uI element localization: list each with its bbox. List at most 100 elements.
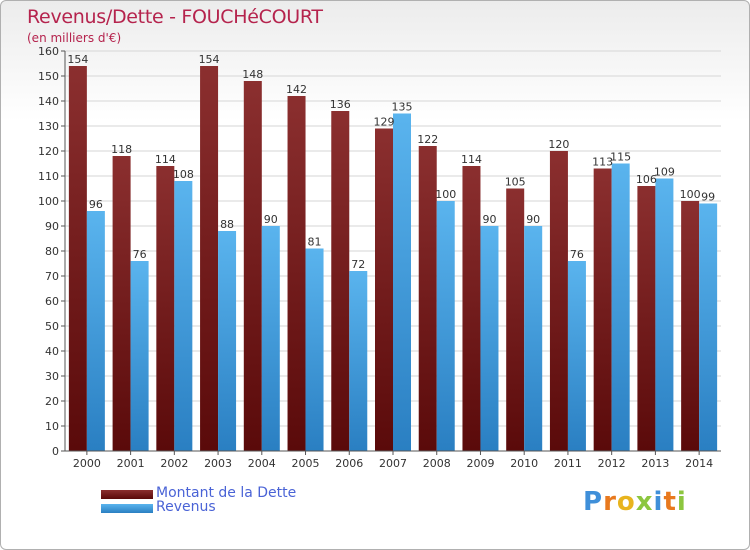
revenue-bar-2012: [611, 163, 630, 451]
debt-label-2005: 142: [286, 83, 307, 96]
debt-bar-2010: [506, 188, 525, 451]
debt-label-2010: 105: [505, 176, 526, 189]
revenue-bar-2003: [218, 231, 237, 451]
debt-label-2014: 100: [680, 188, 701, 201]
logo-letter: i: [653, 487, 664, 517]
x-tick-label-2011: 2011: [554, 457, 582, 470]
x-tick-label-2000: 2000: [73, 457, 101, 470]
x-tick-label-2004: 2004: [248, 457, 276, 470]
revenue-bar-2006: [349, 271, 368, 451]
axes: 0 10 20 30 40 50 60 70 80 90 100 110 120 130 140 150 160…: [38, 45, 721, 470]
revenue-bar-2007: [393, 113, 411, 451]
logo-letter: r: [603, 487, 617, 517]
debt-label-2011: 120: [548, 138, 569, 151]
debt-bar-2009: [462, 166, 481, 451]
x-tick-label-2008: 2008: [423, 457, 451, 470]
revenue-label-2012: 115: [610, 151, 631, 164]
debt-label-2009: 114: [461, 153, 482, 166]
logo-letter: P: [583, 487, 604, 517]
revenue-bar-2002: [174, 181, 193, 451]
debt-label-2000: 154: [67, 53, 88, 66]
debt-bar-2012: [593, 168, 612, 451]
debt-label-2013: 106: [636, 173, 657, 186]
revenue-label-2001: 76: [133, 248, 147, 261]
legend-label-revenue: Revenus: [156, 499, 216, 515]
revenue-bar-2008: [436, 201, 455, 451]
data-labels: 154 96 118 76 114 108 154 88 148 90 142 81 136 72 129 1…: [67, 53, 715, 271]
x-tick-label-2006: 2006: [335, 457, 363, 470]
logo-letter: x: [635, 487, 654, 517]
logo-letter: i: [676, 487, 687, 517]
x-tick-label-2002: 2002: [160, 457, 188, 470]
x-tick-label-2013: 2013: [641, 457, 669, 470]
y-tick-label-130: 130: [38, 120, 59, 133]
legend-swatch-revenue: [101, 504, 153, 513]
revenue-label-2011: 76: [570, 248, 584, 261]
revenue-bar-2009: [480, 226, 499, 451]
debt-bar-2014: [681, 201, 700, 451]
y-tick-label-60: 60: [45, 295, 59, 308]
revenue-label-2014: 99: [701, 191, 715, 204]
y-tick-label-110: 110: [38, 170, 59, 183]
y-tick-label-40: 40: [45, 345, 59, 358]
y-tick-label-10: 10: [45, 420, 59, 433]
y-tick-label-50: 50: [45, 320, 59, 333]
revenue-label-2002: 108: [173, 168, 194, 181]
legend-label-debt: Montant de la Dette: [156, 485, 297, 501]
debt-label-2004: 148: [242, 68, 263, 81]
debt-bar-2011: [549, 151, 568, 451]
revenue-bar-2000: [86, 211, 105, 451]
revenue-bar-2005: [305, 248, 324, 451]
x-tick-label-2003: 2003: [204, 457, 232, 470]
chart-subtitle: (en milliers d'€): [27, 31, 122, 45]
revenue-label-2003: 88: [220, 218, 234, 231]
debt-bar-2002: [156, 166, 175, 451]
y-tick-label-160: 160: [38, 45, 59, 58]
debt-label-2001: 118: [111, 143, 132, 156]
debt-bar-2006: [331, 111, 350, 451]
x-tick-label-2010: 2010: [510, 457, 538, 470]
debt-bar-2001: [112, 156, 131, 451]
legend-swatch-debt: [101, 490, 153, 499]
debt-label-2008: 122: [417, 133, 438, 146]
y-tick-label-70: 70: [45, 270, 59, 283]
y-tick-label-30: 30: [45, 370, 59, 383]
logo-letter: t: [663, 487, 677, 517]
debt-label-2012: 113: [592, 156, 613, 169]
bars: [68, 66, 718, 451]
revenue-bar-2013: [655, 178, 674, 451]
revenue-label-2004: 90: [264, 213, 278, 226]
y-tick-label-20: 20: [45, 395, 59, 408]
revenue-label-2005: 81: [308, 236, 322, 249]
debt-label-2007: 129: [374, 116, 395, 129]
revenue-bar-2014: [699, 203, 718, 451]
x-tick-label-2001: 2001: [117, 457, 145, 470]
debt-bar-2007: [375, 128, 393, 451]
y-tick-label-140: 140: [38, 95, 59, 108]
revenue-label-2013: 109: [654, 166, 675, 179]
x-tick-label-2005: 2005: [292, 457, 320, 470]
debt-bar-2000: [68, 66, 87, 451]
x-tick-label-2014: 2014: [685, 457, 713, 470]
revenue-bar-2010: [524, 226, 543, 451]
y-tick-label-150: 150: [38, 70, 59, 83]
debt-label-2006: 136: [330, 98, 351, 111]
revenue-label-2009: 90: [482, 213, 496, 226]
debt-bar-2005: [287, 96, 306, 451]
debt-bar-2004: [243, 81, 262, 451]
y-tick-label-0: 0: [52, 445, 59, 458]
debt-bar-2003: [200, 66, 219, 451]
x-tick-label-2012: 2012: [598, 457, 626, 470]
revenue-bar-2004: [261, 226, 280, 451]
revenue-label-2007: 135: [392, 101, 413, 114]
x-tick-label-2007: 2007: [379, 457, 407, 470]
revenue-bar-2011: [567, 261, 586, 451]
debt-bar-2013: [637, 186, 656, 451]
revenue-label-2000: 96: [89, 198, 103, 211]
revenue-label-2006: 72: [351, 258, 365, 271]
y-tick-label-80: 80: [45, 245, 59, 258]
debt-label-2002: 114: [155, 153, 176, 166]
debt-bar-2008: [418, 146, 437, 451]
